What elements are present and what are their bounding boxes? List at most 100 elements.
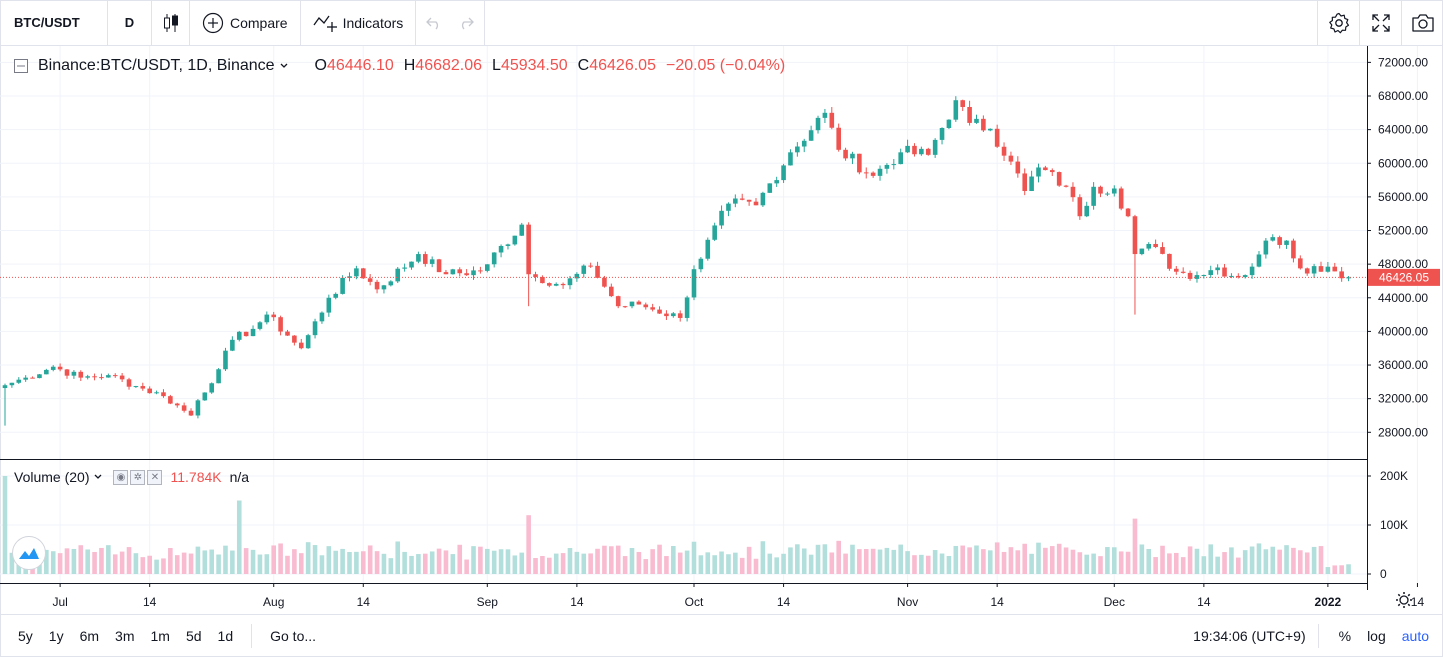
candle-body xyxy=(1256,254,1262,267)
collapse-icon[interactable] xyxy=(14,59,28,73)
candle-body xyxy=(154,392,159,394)
undo-redo-group xyxy=(416,0,486,46)
tradingview-logo[interactable] xyxy=(12,536,46,570)
range-1m[interactable]: 1m xyxy=(150,627,170,644)
volume-bar xyxy=(57,553,63,574)
candle-body xyxy=(1077,197,1083,217)
volume-bar xyxy=(843,553,848,574)
candle-body xyxy=(1091,186,1096,206)
last-price-badge: 46426.05 xyxy=(1368,268,1440,286)
range-6m[interactable]: 6m xyxy=(79,627,100,644)
fullscreen-button[interactable] xyxy=(1359,0,1401,46)
range-3m[interactable]: 3m xyxy=(115,627,135,644)
volume-bar xyxy=(1077,552,1083,574)
volume-bar xyxy=(312,545,318,574)
price-chart[interactable]: 72000.00 68000.00 64000.00 60000.00 56000.00… xyxy=(0,0,1443,614)
close-icon[interactable]: ✕ xyxy=(147,469,163,485)
range-1y[interactable]: 1y xyxy=(48,627,64,644)
candle-body xyxy=(1139,248,1145,255)
auto-toggle[interactable]: auto xyxy=(1401,628,1429,644)
candle-body xyxy=(691,269,697,298)
candle-body xyxy=(106,375,111,378)
chevron-down-icon[interactable] xyxy=(279,62,289,70)
candle-body xyxy=(9,382,15,386)
goto-button[interactable]: Go to... xyxy=(270,627,317,644)
compare-button[interactable]: Compare xyxy=(190,0,301,46)
candle-body xyxy=(1339,271,1344,279)
volume-bar xyxy=(285,555,290,574)
series-title[interactable]: Binance:BTC/USDT, 1D, Binance xyxy=(38,57,275,74)
candle-body xyxy=(767,183,773,193)
clock-display[interactable]: 19:34:06 (UTC+9) xyxy=(1193,624,1319,648)
eye-icon[interactable]: ◉ xyxy=(113,469,129,485)
volume-bar xyxy=(409,555,414,574)
chevron-down-icon[interactable] xyxy=(93,473,103,481)
candle-body xyxy=(1208,270,1214,275)
volume-bar xyxy=(1036,542,1041,574)
volume-bar xyxy=(119,551,125,574)
range-5y[interactable]: 5y xyxy=(18,627,33,644)
candle-body xyxy=(719,210,724,226)
candle-body xyxy=(1125,208,1131,217)
candle-body xyxy=(581,265,587,274)
volume-bar xyxy=(188,553,194,574)
candle-body xyxy=(381,285,387,290)
open-value: 46446.10 xyxy=(327,57,394,74)
volume-bar xyxy=(739,557,745,574)
candle-body xyxy=(1222,267,1227,277)
candle-body xyxy=(877,168,883,176)
settings-button[interactable] xyxy=(1317,0,1359,46)
volume-bar xyxy=(422,553,428,574)
candle-body xyxy=(498,245,504,253)
candle-body xyxy=(664,313,669,317)
candle-body xyxy=(547,283,552,286)
volume-bar xyxy=(898,544,903,574)
time-axis-settings[interactable] xyxy=(1396,592,1412,608)
volume-bar xyxy=(1311,546,1317,574)
volume-bar xyxy=(1153,557,1158,574)
range-1d[interactable]: 1d xyxy=(217,627,234,644)
volume-title[interactable]: Volume (20) xyxy=(14,469,90,485)
price-tick-label: 68000.00 xyxy=(1378,89,1428,103)
volume-bar xyxy=(236,500,242,574)
candle-body xyxy=(23,377,28,380)
symbol-search-button[interactable]: BTC/USDT xyxy=(0,0,108,46)
candle-body xyxy=(843,149,848,159)
candle-body xyxy=(1304,268,1310,274)
volume-bar xyxy=(216,554,221,574)
volume-bar xyxy=(1291,547,1296,574)
volume-bar xyxy=(664,556,669,574)
candle-body xyxy=(71,371,77,376)
time-tick-label: 14 xyxy=(143,595,157,609)
volume-bar xyxy=(609,546,614,574)
volume-bar xyxy=(298,553,304,574)
volume-bar xyxy=(967,547,972,574)
gear-icon[interactable]: ✲ xyxy=(130,469,146,485)
screenshot-button[interactable] xyxy=(1401,0,1443,46)
percent-toggle[interactable]: % xyxy=(1338,628,1352,644)
volume-bar xyxy=(774,557,779,574)
volume-bar xyxy=(1022,543,1028,574)
log-toggle[interactable]: log xyxy=(1367,628,1386,644)
volume-bar xyxy=(354,551,359,574)
volume-bar xyxy=(925,555,931,574)
price-tick-label: 64000.00 xyxy=(1378,123,1428,137)
volume-bar xyxy=(1063,547,1069,574)
chart-style-button[interactable] xyxy=(152,0,190,46)
volume-bar xyxy=(1139,544,1145,574)
high-label: H xyxy=(403,57,416,74)
undo-icon[interactable] xyxy=(426,16,442,30)
volume-bar xyxy=(994,542,1000,574)
indicators-button[interactable]: Indicators xyxy=(301,0,417,46)
price-tick-label: 28000.00 xyxy=(1378,425,1428,439)
candle-body xyxy=(340,277,345,294)
range-5d[interactable]: 5d xyxy=(185,627,202,644)
volume-bar xyxy=(671,545,676,574)
interval-button[interactable]: D xyxy=(108,0,152,46)
high-value: 46682.06 xyxy=(415,57,483,74)
low-value: 45934.50 xyxy=(500,57,568,74)
candle-body xyxy=(739,198,745,200)
close-label: C xyxy=(577,57,590,74)
redo-icon[interactable] xyxy=(458,16,475,30)
volume-bar xyxy=(912,555,917,574)
